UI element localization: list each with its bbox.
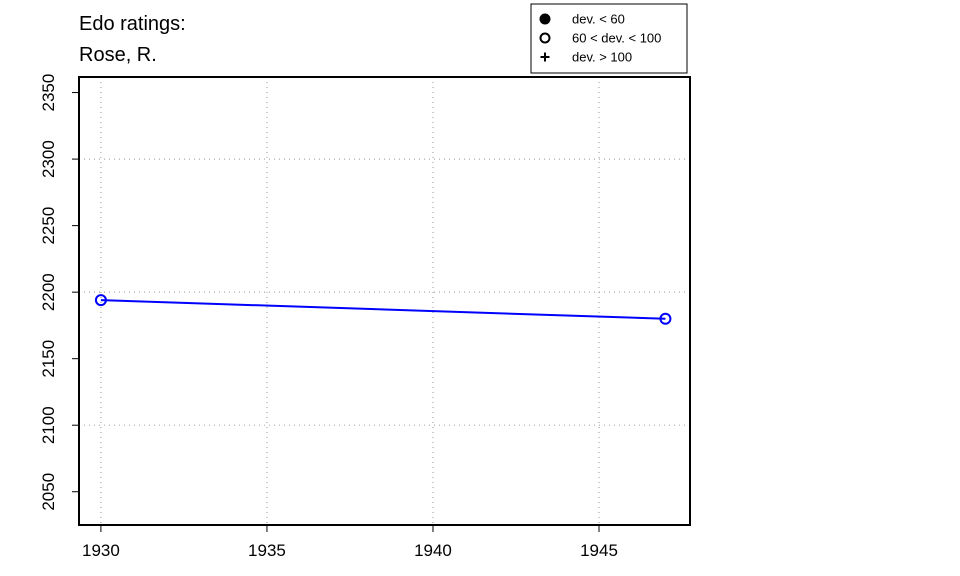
plot-frame [78, 76, 691, 526]
legend-label: dev. < 60 [572, 12, 625, 27]
chart-title: Edo ratings: [79, 13, 186, 35]
legend-label: dev. > 100 [572, 50, 632, 65]
y-tick-label: 2200 [39, 273, 58, 311]
marker [659, 312, 672, 325]
y-tick-label: 2250 [39, 207, 58, 245]
marker [94, 294, 107, 307]
x-tick-label: 1930 [82, 541, 120, 560]
marker [539, 32, 551, 44]
x-tick-label: 1940 [414, 541, 452, 560]
legend-box [530, 3, 688, 74]
series-line [100, 299, 666, 320]
marker [540, 52, 550, 62]
x-tick-label: 1945 [580, 541, 618, 560]
x-tick-label: 1935 [248, 541, 286, 560]
y-tick-label: 2350 [39, 74, 58, 112]
chart-title: Rose, R. [79, 44, 157, 66]
marker [539, 13, 551, 25]
y-tick-label: 2300 [39, 140, 58, 178]
y-tick-label: 2150 [39, 340, 58, 378]
y-tick-label: 2100 [39, 406, 58, 444]
y-tick-label: 2050 [39, 473, 58, 511]
legend-label: 60 < dev. < 100 [572, 31, 661, 46]
